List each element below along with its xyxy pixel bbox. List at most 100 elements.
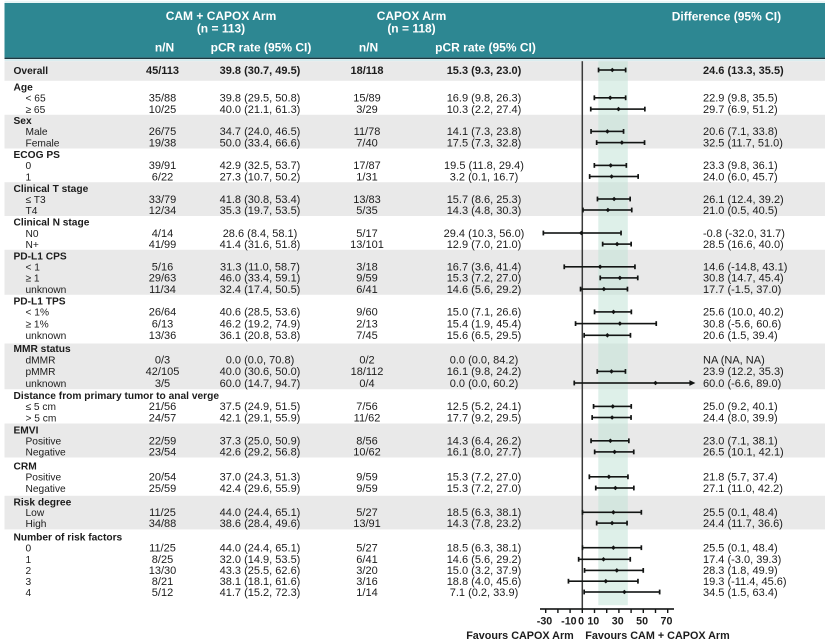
svg-text:17.7 (-1.5, 37.0): 17.7 (-1.5, 37.0) xyxy=(703,284,781,296)
svg-text:24/57: 24/57 xyxy=(149,412,177,424)
svg-text:1: 1 xyxy=(26,555,32,566)
svg-text:19.3 (-11.4, 45.6): 19.3 (-11.4, 45.6) xyxy=(703,576,787,588)
svg-text:0: 0 xyxy=(26,544,32,555)
svg-text:Female: Female xyxy=(26,138,60,149)
svg-text:Low: Low xyxy=(26,508,45,519)
svg-text:10/62: 10/62 xyxy=(353,447,381,459)
svg-text:< 1%: < 1% xyxy=(26,308,50,319)
svg-text:33/79: 33/79 xyxy=(149,194,177,206)
svg-text:15.3 (9.3, 23.0): 15.3 (9.3, 23.0) xyxy=(447,65,522,77)
svg-text:21/56: 21/56 xyxy=(149,401,177,413)
svg-text:0/4: 0/4 xyxy=(359,378,374,390)
svg-text:27.1 (11.0, 42.2): 27.1 (11.0, 42.2) xyxy=(703,483,783,495)
svg-text:-10: -10 xyxy=(561,616,577,628)
svg-text:0.0 (0.0, 60.2): 0.0 (0.0, 60.2) xyxy=(450,378,519,390)
svg-text:Favours CAM + CAPOX Arm: Favours CAM + CAPOX Arm xyxy=(585,630,730,642)
svg-text:20/54: 20/54 xyxy=(149,472,177,484)
svg-text:0: 0 xyxy=(26,161,32,172)
svg-text:7/56: 7/56 xyxy=(356,401,377,413)
svg-text:2/13: 2/13 xyxy=(356,318,377,330)
svg-text:N+: N+ xyxy=(26,240,39,251)
svg-text:N0: N0 xyxy=(26,229,39,240)
svg-text:CRM: CRM xyxy=(14,461,37,472)
svg-text:38.1 (18.1, 61.6): 38.1 (18.1, 61.6) xyxy=(220,576,301,588)
svg-text:8/25: 8/25 xyxy=(152,554,173,566)
svg-text:CAM + CAPOX Arm: CAM + CAPOX Arm xyxy=(166,9,277,23)
svg-text:42.6 (29.2, 56.8): 42.6 (29.2, 56.8) xyxy=(220,447,301,459)
svg-text:pCR rate (95% CI): pCR rate (95% CI) xyxy=(211,41,312,55)
svg-text:15.6 (6.5, 29.5): 15.6 (6.5, 29.5) xyxy=(447,330,522,342)
svg-text:13/101: 13/101 xyxy=(350,239,384,251)
svg-text:3: 3 xyxy=(26,577,32,588)
svg-text:30: 30 xyxy=(612,616,624,628)
svg-text:37.0 (24.3, 51.3): 37.0 (24.3, 51.3) xyxy=(220,472,301,484)
svg-text:7/40: 7/40 xyxy=(356,137,377,149)
svg-text:15.3 (7.2, 27.0): 15.3 (7.2, 27.0) xyxy=(447,273,522,285)
svg-text:19.5 (11.8, 29.4): 19.5 (11.8, 29.4) xyxy=(444,160,524,172)
svg-text:NA (NA, NA): NA (NA, NA) xyxy=(703,354,765,366)
svg-text:14.3 (4.8, 30.3): 14.3 (4.8, 30.3) xyxy=(447,205,522,217)
svg-text:> 5 cm: > 5 cm xyxy=(26,413,57,424)
svg-text:11/62: 11/62 xyxy=(354,412,381,424)
svg-text:Clinical T stage: Clinical T stage xyxy=(14,184,89,195)
svg-text:50.0 (33.4, 66.6): 50.0 (33.4, 66.6) xyxy=(220,137,301,149)
svg-text:5/12: 5/12 xyxy=(152,587,173,599)
svg-text:5/35: 5/35 xyxy=(356,205,377,217)
svg-text:46.2 (19.2, 74.9): 46.2 (19.2, 74.9) xyxy=(220,318,301,330)
svg-text:40.0 (21.1, 61.3): 40.0 (21.1, 61.3) xyxy=(220,104,301,116)
svg-text:24.4 (8.0, 39.9): 24.4 (8.0, 39.9) xyxy=(703,412,778,424)
svg-text:7/45: 7/45 xyxy=(356,330,377,342)
svg-text:9/59: 9/59 xyxy=(356,472,377,484)
svg-text:8/21: 8/21 xyxy=(152,576,173,588)
svg-text:42.9 (32.5, 53.7): 42.9 (32.5, 53.7) xyxy=(220,160,301,172)
svg-text:15.7 (8.6, 25.3): 15.7 (8.6, 25.3) xyxy=(447,194,522,206)
svg-text:24.0 (6.0, 45.7): 24.0 (6.0, 45.7) xyxy=(703,171,778,183)
svg-text:< 1: < 1 xyxy=(26,263,41,274)
svg-text:6/13: 6/13 xyxy=(152,318,173,330)
svg-text:0/2: 0/2 xyxy=(359,354,374,366)
svg-text:0/3: 0/3 xyxy=(155,354,170,366)
svg-text:28.6 (8.4, 58.1): 28.6 (8.4, 58.1) xyxy=(223,228,298,240)
svg-text:12.5 (5.2, 24.1): 12.5 (5.2, 24.1) xyxy=(447,401,522,413)
svg-text:5/27: 5/27 xyxy=(356,507,377,519)
svg-text:14.6 (5.6, 29.2): 14.6 (5.6, 29.2) xyxy=(447,284,522,296)
svg-text:1/14: 1/14 xyxy=(356,587,377,599)
svg-text:9/60: 9/60 xyxy=(356,307,377,319)
svg-text:14.6 (5.6, 29.2): 14.6 (5.6, 29.2) xyxy=(447,554,522,566)
svg-text:5/17: 5/17 xyxy=(356,228,377,240)
svg-text:10.3 (2.2, 27.4): 10.3 (2.2, 27.4) xyxy=(447,104,522,116)
svg-text:Difference (95% CI): Difference (95% CI) xyxy=(672,10,781,24)
svg-text:8/56: 8/56 xyxy=(356,436,377,448)
svg-text:PD-L1 CPS: PD-L1 CPS xyxy=(14,251,67,262)
svg-text:15/89: 15/89 xyxy=(353,93,381,105)
svg-text:26.5 (10.1, 42.1): 26.5 (10.1, 42.1) xyxy=(703,447,784,459)
svg-text:41.4 (31.6, 51.8): 41.4 (31.6, 51.8) xyxy=(220,239,301,251)
svg-text:25.0 (9.2, 40.1): 25.0 (9.2, 40.1) xyxy=(703,401,778,413)
svg-text:20.6 (7.1, 33.8): 20.6 (7.1, 33.8) xyxy=(703,126,778,138)
svg-text:dMMR: dMMR xyxy=(26,355,56,366)
svg-text:1/31: 1/31 xyxy=(356,171,377,183)
svg-text:ECOG PS: ECOG PS xyxy=(14,150,61,161)
svg-text:11/25: 11/25 xyxy=(149,507,176,519)
svg-text:Sex: Sex xyxy=(14,116,32,127)
svg-text:34/88: 34/88 xyxy=(149,518,177,530)
svg-text:45/113: 45/113 xyxy=(146,65,179,77)
svg-text:30.8 (14.7, 45.4): 30.8 (14.7, 45.4) xyxy=(703,273,784,285)
svg-text:≥ 1%: ≥ 1% xyxy=(26,319,49,330)
svg-text:35.3 (19.7, 53.5): 35.3 (19.7, 53.5) xyxy=(220,205,301,217)
svg-text:17.5 (7.3, 32.8): 17.5 (7.3, 32.8) xyxy=(447,137,522,149)
svg-text:29/63: 29/63 xyxy=(149,273,177,285)
svg-text:44.0 (24.4, 65.1): 44.0 (24.4, 65.1) xyxy=(220,543,301,555)
svg-text:Favours CAPOX Arm: Favours CAPOX Arm xyxy=(466,630,574,642)
svg-text:Risk degree: Risk degree xyxy=(14,497,72,508)
svg-text:18/118: 18/118 xyxy=(350,65,383,77)
svg-text:≥ 65: ≥ 65 xyxy=(26,105,46,116)
svg-text:High: High xyxy=(26,519,47,530)
svg-text:14.6 (-14.8, 43.1): 14.6 (-14.8, 43.1) xyxy=(703,262,787,274)
svg-text:17.4 (-3.0, 39.3): 17.4 (-3.0, 39.3) xyxy=(703,554,781,566)
svg-text:3/20: 3/20 xyxy=(356,565,377,577)
svg-text:17/87: 17/87 xyxy=(353,160,381,172)
svg-text:Age: Age xyxy=(14,82,34,93)
svg-text:10: 10 xyxy=(587,616,599,628)
svg-text:23/54: 23/54 xyxy=(149,447,177,459)
